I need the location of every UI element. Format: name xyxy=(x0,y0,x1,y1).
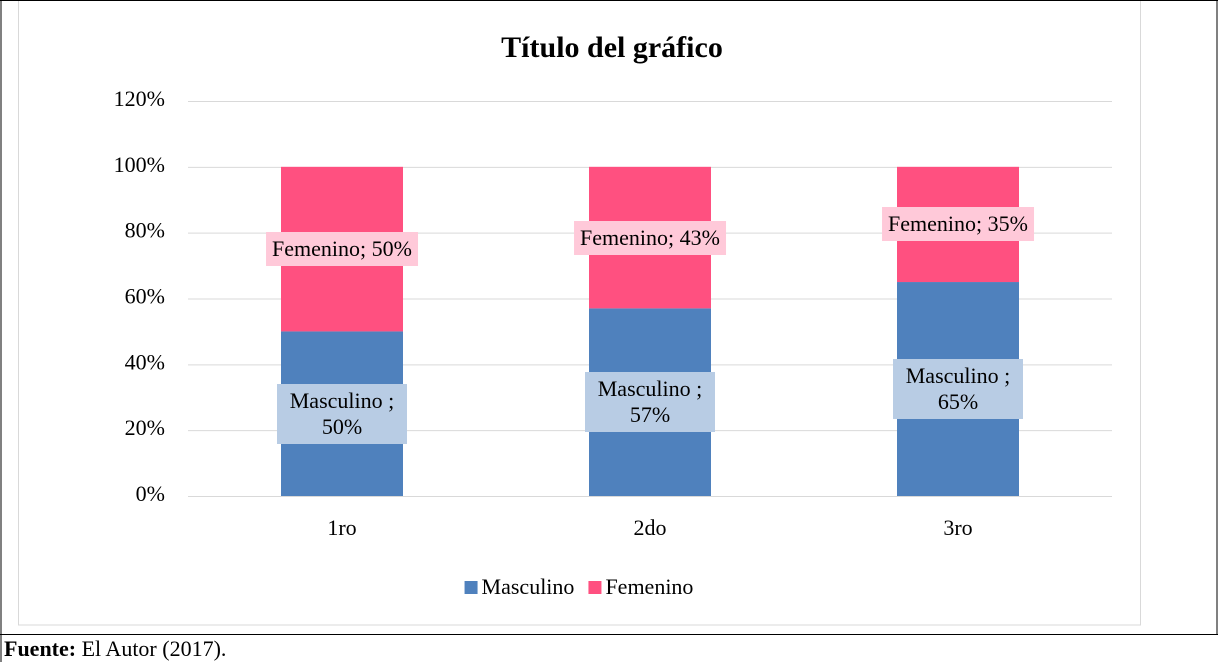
source-label: Fuente: xyxy=(4,636,77,661)
legend-label: Femenino xyxy=(605,574,693,599)
data-label: Masculino ; 50% xyxy=(277,383,407,444)
y-tick-label: 0% xyxy=(136,481,165,506)
data-label: Femenino; 43% xyxy=(574,220,726,255)
source-text: El Autor (2017). xyxy=(81,636,227,661)
legend-swatch xyxy=(588,581,602,594)
y-tick-label: 120% xyxy=(114,86,165,111)
data-label: Femenino; 35% xyxy=(882,207,1034,242)
legend-swatch xyxy=(464,581,478,594)
y-tick-label: 60% xyxy=(125,284,165,309)
chart-border xyxy=(18,0,1141,626)
data-label: Masculino ; 57% xyxy=(585,372,715,433)
x-tick-label: 2do xyxy=(634,515,667,540)
legend-label: Masculino xyxy=(482,574,575,599)
source: Fuente: El Autor (2017). xyxy=(4,636,226,662)
y-tick-label: 40% xyxy=(125,349,165,374)
chart-title: Título del gráfico xyxy=(501,31,723,64)
data-label: Masculino ; 65% xyxy=(893,359,1023,420)
x-tick-label: 3ro xyxy=(943,515,972,540)
x-tick-label: 1ro xyxy=(327,515,356,540)
y-tick-label: 80% xyxy=(125,218,165,243)
data-label: Femenino; 50% xyxy=(266,232,418,267)
y-tick-label: 100% xyxy=(114,152,165,177)
y-tick-label: 20% xyxy=(125,415,165,440)
